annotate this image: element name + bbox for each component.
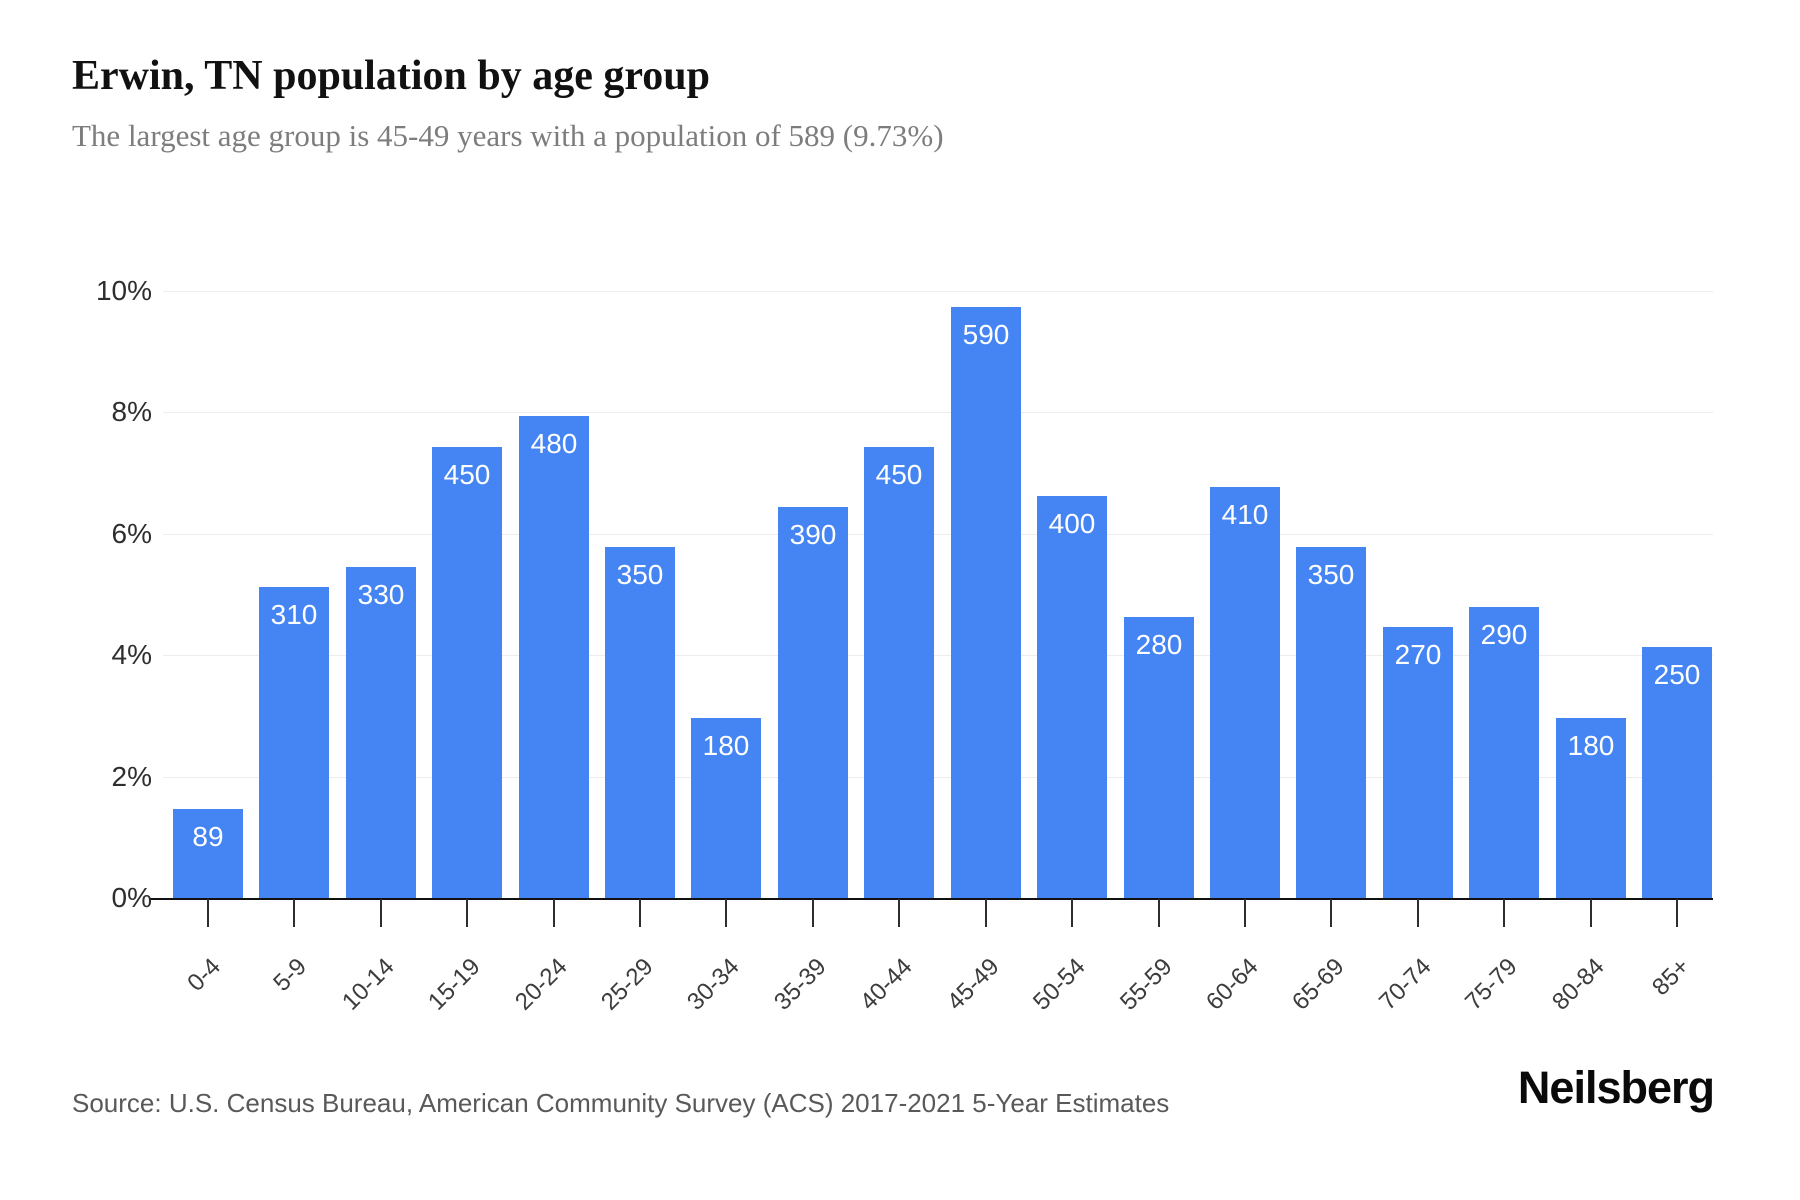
bar-value-label: 330 — [357, 579, 405, 610]
bar-value-label: 450 — [443, 459, 491, 490]
x-axis-tick-label: 40-44 — [854, 953, 918, 1016]
bar-value-label: 350 — [1307, 559, 1355, 590]
bar — [605, 547, 675, 898]
source-note: Source: U.S. Census Bureau, American Com… — [72, 1088, 1170, 1118]
x-axis-tick-label: 45-49 — [941, 953, 1005, 1016]
gridline — [163, 655, 1713, 656]
brand-logo: Neilsberg — [1517, 1062, 1715, 1113]
y-axis-tick-label: 4% — [111, 639, 152, 670]
bar — [432, 447, 502, 898]
chart-title: Erwin, TN population by age group — [72, 53, 710, 99]
y-axis-tick-label: 2% — [111, 761, 152, 792]
bar-value-label: 480 — [530, 428, 578, 459]
bar — [1296, 547, 1366, 898]
x-axis-tick — [985, 899, 987, 927]
bar-value-label: 350 — [616, 559, 664, 590]
bar-value-label: 390 — [789, 519, 837, 550]
x-axis-tick-label: 60-64 — [1200, 953, 1264, 1016]
bar-value-label: 410 — [1221, 499, 1269, 530]
bar-value-label: 89 — [192, 821, 224, 852]
bar — [1556, 718, 1626, 898]
bar — [1469, 607, 1539, 898]
bar — [778, 507, 848, 898]
y-axis-tick-label: 8% — [111, 396, 152, 427]
x-axis-tick — [898, 899, 900, 927]
x-axis-tick-label: 50-54 — [1027, 953, 1091, 1016]
x-axis-line — [150, 898, 1713, 900]
y-axis-tick-label: 0% — [111, 882, 152, 913]
bar-value-label: 290 — [1480, 619, 1528, 650]
bar — [1210, 487, 1280, 898]
bar — [691, 718, 761, 898]
x-axis-tick-label: 85+ — [1647, 953, 1696, 1001]
gridline — [163, 777, 1713, 778]
bar — [1124, 617, 1194, 898]
x-axis-tick-label: 20-24 — [509, 953, 573, 1016]
x-axis-tick — [466, 899, 468, 927]
x-axis-tick-label: 80-84 — [1546, 953, 1610, 1016]
x-axis-tick — [1590, 899, 1592, 927]
bar — [864, 447, 934, 898]
x-axis-tick — [553, 899, 555, 927]
x-axis-tick — [812, 899, 814, 927]
bar-value-label: 400 — [1048, 508, 1096, 539]
bar-value-label: 250 — [1653, 659, 1701, 690]
bar-value-label: 310 — [270, 599, 318, 630]
x-axis-tick — [1417, 899, 1419, 927]
bar-value-label: 180 — [1567, 730, 1615, 761]
x-axis-tick — [207, 899, 209, 927]
bar — [346, 567, 416, 898]
y-axis-tick-label: 6% — [111, 518, 152, 549]
x-axis-tick-label: 0-4 — [182, 953, 227, 997]
x-axis-tick — [1244, 899, 1246, 927]
x-axis-tick-label: 15-19 — [422, 953, 486, 1016]
gridline — [163, 534, 1713, 535]
x-axis-tick-label: 55-59 — [1114, 953, 1178, 1016]
x-axis-tick — [1071, 899, 1073, 927]
bar — [1037, 496, 1107, 898]
bar — [259, 587, 329, 898]
x-axis-tick — [293, 899, 295, 927]
bar-value-label: 180 — [702, 730, 750, 761]
x-axis-tick — [1158, 899, 1160, 927]
x-axis-tick-label: 5-9 — [268, 953, 313, 997]
x-axis-tick — [1503, 899, 1505, 927]
bar-value-label: 280 — [1135, 629, 1183, 660]
x-axis-tick-label: 25-29 — [595, 953, 659, 1016]
bar-value-label: 450 — [875, 459, 923, 490]
bar — [519, 416, 589, 898]
bar-value-label: 590 — [962, 319, 1010, 350]
x-axis-tick — [1330, 899, 1332, 927]
x-axis-tick-label: 35-39 — [768, 953, 832, 1016]
y-axis-tick-label: 10% — [95, 275, 152, 306]
x-axis-tick — [639, 899, 641, 927]
x-axis-tick — [1676, 899, 1678, 927]
gridline — [163, 412, 1713, 413]
x-axis-tick-label: 65-69 — [1286, 953, 1350, 1016]
bar — [951, 307, 1021, 898]
bar — [173, 809, 243, 898]
x-axis-tick — [380, 899, 382, 927]
bar — [1383, 627, 1453, 898]
gridline — [163, 291, 1713, 292]
x-axis-tick-label: 75-79 — [1459, 953, 1523, 1016]
x-axis-tick-label: 70-74 — [1373, 953, 1437, 1016]
x-axis-tick-label: 30-34 — [681, 953, 745, 1016]
x-axis-tick — [725, 899, 727, 927]
bar-value-label: 270 — [1394, 639, 1442, 670]
x-axis-tick-label: 10-14 — [336, 953, 400, 1016]
chart-subtitle: The largest age group is 45-49 years wit… — [72, 118, 944, 153]
bar — [1642, 647, 1712, 898]
